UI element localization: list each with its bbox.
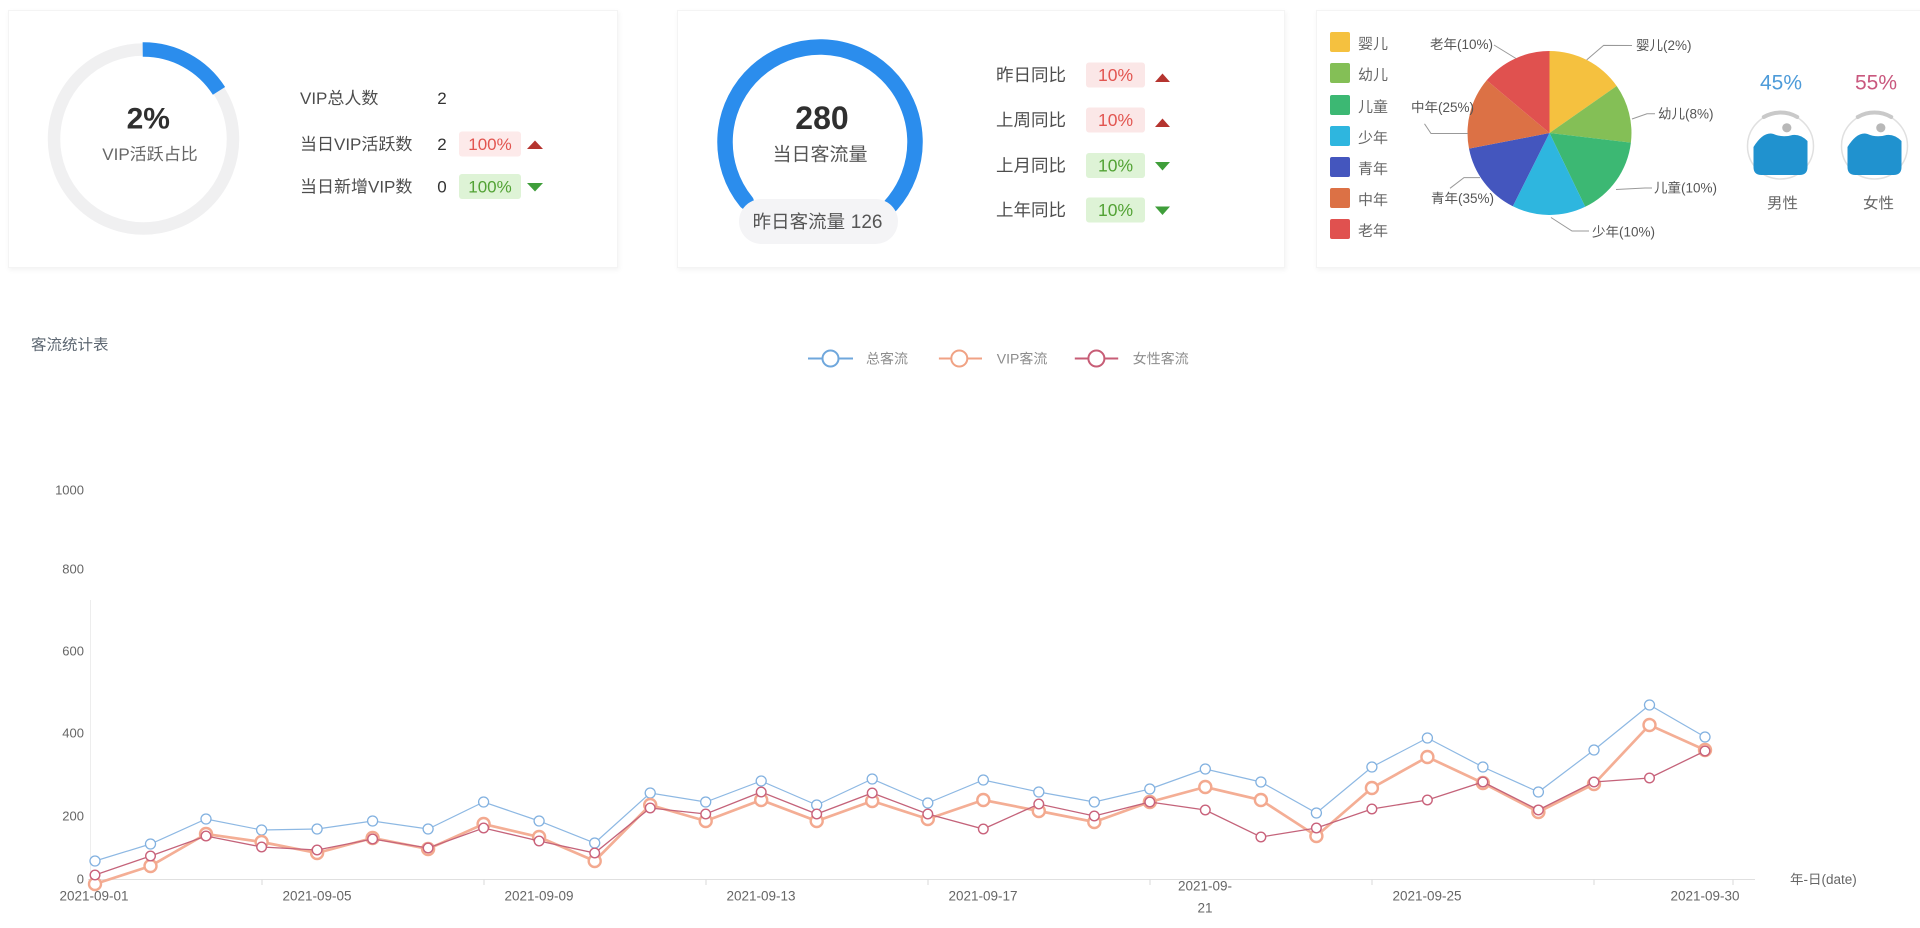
svg-text:2021-09-25: 2021-09-25 — [1392, 889, 1461, 904]
svg-text:VIP: VIP — [102, 145, 129, 164]
svg-text:VIP: VIP — [368, 178, 395, 197]
svg-text:2021-09-: 2021-09- — [1178, 879, 1232, 894]
svg-text:2: 2 — [437, 89, 446, 108]
svg-text:VIP: VIP — [300, 89, 327, 108]
svg-text:400: 400 — [62, 726, 84, 741]
svg-text:-: - — [1804, 872, 1809, 887]
svg-text:100%: 100% — [468, 135, 511, 154]
svg-text:800: 800 — [62, 562, 84, 577]
svg-text:2%: 2% — [127, 103, 170, 136]
svg-text:100%: 100% — [468, 178, 511, 197]
svg-text:VIP: VIP — [997, 351, 1020, 367]
svg-text:126: 126 — [851, 212, 883, 233]
svg-text:2: 2 — [437, 135, 446, 154]
svg-text:10%: 10% — [1098, 110, 1133, 130]
svg-text:10%: 10% — [1098, 200, 1133, 220]
svg-text:(10%): (10%) — [1619, 225, 1655, 240]
svg-text:2021-09-13: 2021-09-13 — [726, 889, 795, 904]
svg-text:200: 200 — [62, 809, 84, 824]
svg-text:2021-09-01: 2021-09-01 — [59, 889, 128, 904]
svg-text:(2%): (2%) — [1663, 38, 1692, 53]
svg-text:600: 600 — [62, 644, 84, 659]
svg-text:1000: 1000 — [55, 483, 84, 498]
svg-text:2021-09-09: 2021-09-09 — [504, 889, 573, 904]
svg-text:(35%): (35%) — [1458, 191, 1494, 206]
svg-text:(8%): (8%) — [1685, 107, 1714, 122]
svg-text:2021-09-05: 2021-09-05 — [282, 889, 351, 904]
svg-text:0: 0 — [437, 178, 446, 197]
svg-text:55%: 55% — [1855, 72, 1897, 95]
svg-text:10%: 10% — [1098, 156, 1133, 176]
svg-text:(10%): (10%) — [1457, 37, 1493, 52]
svg-text:21: 21 — [1197, 901, 1212, 916]
svg-text:2021-09-17: 2021-09-17 — [948, 889, 1017, 904]
svg-text:2021-09-30: 2021-09-30 — [1670, 889, 1739, 904]
svg-text:(date): (date) — [1822, 872, 1857, 887]
svg-text:(25%): (25%) — [1438, 100, 1474, 115]
svg-text:280: 280 — [795, 100, 848, 136]
svg-text:10%: 10% — [1098, 65, 1133, 85]
svg-text:(10%): (10%) — [1681, 181, 1717, 196]
svg-text:45%: 45% — [1760, 72, 1802, 95]
svg-text:VIP: VIP — [334, 135, 361, 154]
svg-text:0: 0 — [77, 872, 84, 887]
